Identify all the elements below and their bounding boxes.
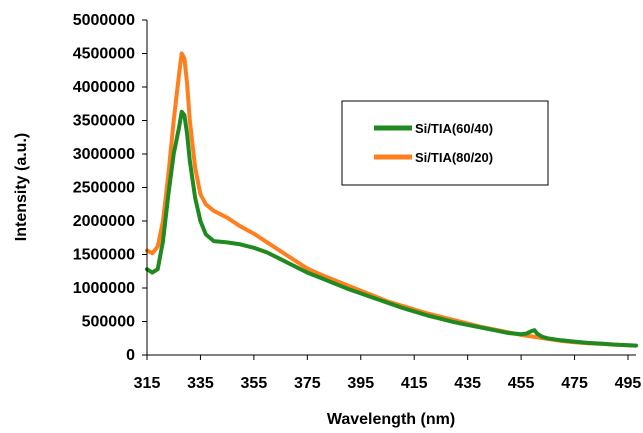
y-tick-label: 0	[126, 347, 135, 364]
y-tick-label: 2500000	[73, 180, 135, 197]
x-axis-title: Wavelength (nm)	[327, 411, 455, 428]
y-tick-label: 2000000	[73, 213, 135, 230]
series-line-1	[145, 109, 638, 348]
x-tick-label: 415	[401, 375, 428, 392]
y-tick-label: 5000000	[73, 12, 135, 29]
y-tick-label: 1500000	[73, 247, 135, 264]
y-tick-label: 500000	[82, 314, 135, 331]
x-tick-label: 435	[454, 375, 481, 392]
y-tick-label: 3500000	[73, 113, 135, 130]
x-tick-label: 315	[134, 375, 161, 392]
y-tick-label: 3000000	[73, 146, 135, 163]
y-axis-title: Intensity (a.u.)	[13, 133, 30, 241]
legend: Si/TIA(60/40) Si/TIA(80/20)	[341, 100, 549, 186]
series-layer	[145, 51, 638, 348]
x-tick-label: 395	[347, 375, 374, 392]
x-tick-label: 335	[187, 375, 214, 392]
legend-box	[341, 100, 549, 186]
x-tick-label: 455	[508, 375, 535, 392]
y-tick-label: 4000000	[73, 79, 135, 96]
x-tick-label: 475	[561, 375, 588, 392]
plot-area	[147, 20, 636, 355]
x-tick-label: 355	[241, 375, 268, 392]
ticks-layer: 0 500000 1000000 1500000 2000000 2500000 30000…	[73, 12, 642, 392]
legend-label-series-1: Si/TIA(60/40)	[415, 121, 493, 136]
y-tick-label: 4500000	[73, 46, 135, 63]
x-tick-label: 495	[615, 375, 642, 392]
series-line-2	[145, 51, 638, 348]
x-tick-label: 375	[294, 375, 321, 392]
y-tick-label: 1000000	[73, 280, 135, 297]
legend-label-series-2: Si/TIA(80/20)	[415, 150, 493, 165]
